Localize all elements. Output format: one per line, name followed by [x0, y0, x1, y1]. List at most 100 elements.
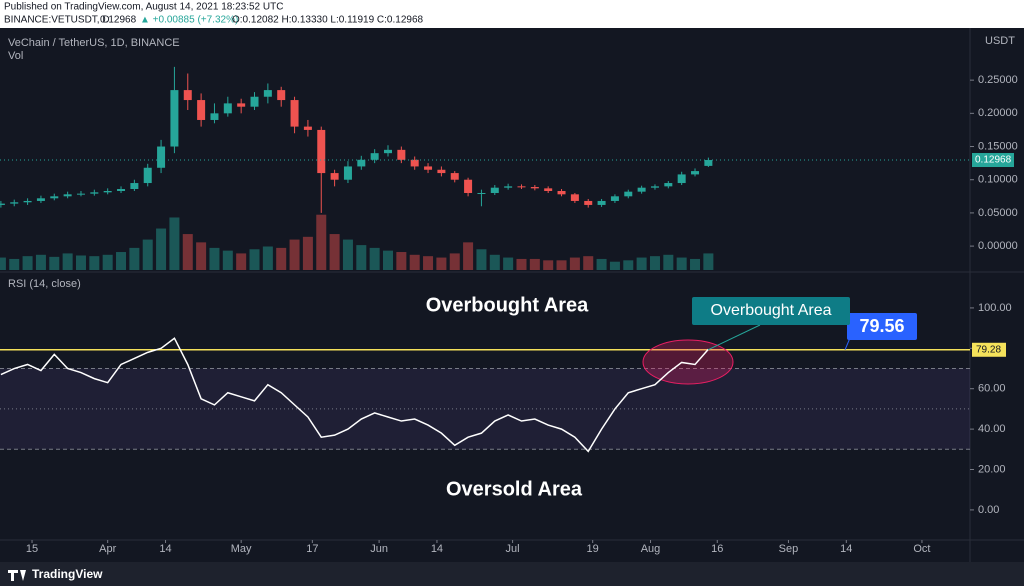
volume-bar: [423, 256, 434, 270]
last-price-label: 0.12968: [975, 155, 1012, 166]
candle-body: [23, 200, 32, 203]
x-tick-label: Oct: [913, 543, 930, 555]
candle-body: [343, 166, 352, 180]
candle-body: [143, 167, 152, 184]
candle-body: [410, 159, 419, 167]
volume-bar: [196, 242, 207, 270]
volume-bar: [142, 239, 153, 270]
volume-bar: [329, 234, 340, 270]
callout: Overbought Area: [711, 302, 832, 319]
volume-bar: [222, 250, 233, 270]
candle-body: [117, 189, 126, 192]
volume-bar: [583, 256, 594, 270]
x-tick-label: 17: [306, 543, 318, 555]
x-tick-label: 14: [840, 543, 852, 555]
candle-body: [237, 103, 246, 107]
candle-body: [36, 198, 45, 201]
volume-bar: [409, 254, 420, 270]
volume-bar: [262, 246, 273, 270]
candle-body: [63, 194, 72, 197]
value-callout-box: [847, 313, 917, 340]
y-tick-label: 20.00: [978, 463, 1006, 475]
candle-body: [650, 186, 659, 188]
volume-bar: [636, 257, 647, 270]
volume-bar: [690, 258, 701, 270]
brand: TradingView: [32, 567, 103, 581]
volume-bar: [463, 242, 474, 270]
volume-bar: [182, 234, 193, 270]
volume-bar: [209, 247, 220, 270]
volume-bar: [556, 260, 567, 270]
x-tick-label: Jun: [370, 543, 388, 555]
x-tick-label: 14: [431, 543, 443, 555]
y-tick-label: 0.00: [978, 504, 999, 516]
symbol: BINANCE:VETUSDT, D: [4, 15, 110, 26]
volume-bar: [503, 257, 514, 270]
hline-box: [972, 342, 1006, 357]
volume-bar: [649, 256, 660, 270]
callout-leader: [707, 324, 761, 351]
candle-body: [370, 153, 379, 160]
volume-bar: [22, 256, 33, 270]
rsi-line: [0, 337, 709, 453]
callout-box: [692, 297, 850, 325]
candle-body: [477, 192, 486, 194]
volume-bar: [609, 261, 620, 270]
hline-label: 79.28: [976, 344, 1001, 355]
price-title: VeChain / TetherUS, 1D, BINANCE: [8, 37, 180, 49]
volume-bar: [596, 258, 607, 270]
candle-body: [517, 186, 526, 188]
y-tick-label: 0.05000: [978, 207, 1018, 219]
candle-body: [464, 179, 473, 193]
volume-bar: [436, 257, 447, 270]
x-tick-label: 16: [711, 543, 723, 555]
annotation: Overbought Area: [426, 294, 589, 316]
candle-body: [450, 173, 459, 180]
x-tick-label: Apr: [99, 543, 116, 555]
y-tick-label: 0.00000: [978, 240, 1018, 252]
annotation: Oversold Area: [446, 478, 583, 500]
y-tick-label: 100.00: [978, 302, 1012, 314]
volume-bar: [62, 253, 73, 270]
candle-body: [197, 100, 206, 120]
volume-bar: [703, 253, 714, 270]
volume-bar: [663, 254, 674, 270]
candle-body: [130, 183, 139, 190]
volume-bar: [156, 228, 167, 270]
candle-body: [10, 202, 19, 204]
value-callout: 79.56: [859, 316, 904, 336]
logo: [8, 570, 26, 581]
y-tick-label: 0.20000: [978, 107, 1018, 119]
x-tick-label: Jul: [506, 543, 520, 555]
volume-bar: [236, 253, 247, 270]
volume-bar: [316, 214, 327, 270]
published: Published on TradingView.com, August 14,…: [4, 2, 283, 13]
candle-body: [170, 90, 179, 147]
volume-bar: [342, 239, 353, 270]
volume-label: Vol: [8, 50, 23, 62]
candle-body: [210, 113, 219, 120]
candle-body: [263, 90, 272, 97]
volume-bar: [383, 250, 393, 270]
candle-body: [557, 191, 566, 195]
y-tick-label: 0.10000: [978, 174, 1018, 186]
volume-bar: [116, 252, 127, 270]
rsi-title: RSI (14, close): [8, 278, 81, 290]
volume-bar: [249, 249, 260, 270]
x-tick-label: Sep: [779, 543, 799, 555]
candle-body: [597, 200, 606, 205]
candle-body: [0, 203, 5, 205]
candle-body: [544, 188, 553, 192]
candle-body: [570, 194, 579, 201]
change: ▲ +0.00885 (+7.32%): [140, 15, 238, 26]
volume-bar: [276, 247, 287, 270]
candle-body: [103, 191, 112, 193]
volume-bar: [396, 252, 407, 270]
volume-bar: [89, 256, 100, 270]
volume-bar: [356, 245, 367, 270]
volume-bar: [289, 239, 300, 270]
candle-body: [183, 90, 192, 101]
candle-body: [637, 187, 646, 192]
volume-bar: [476, 249, 487, 270]
